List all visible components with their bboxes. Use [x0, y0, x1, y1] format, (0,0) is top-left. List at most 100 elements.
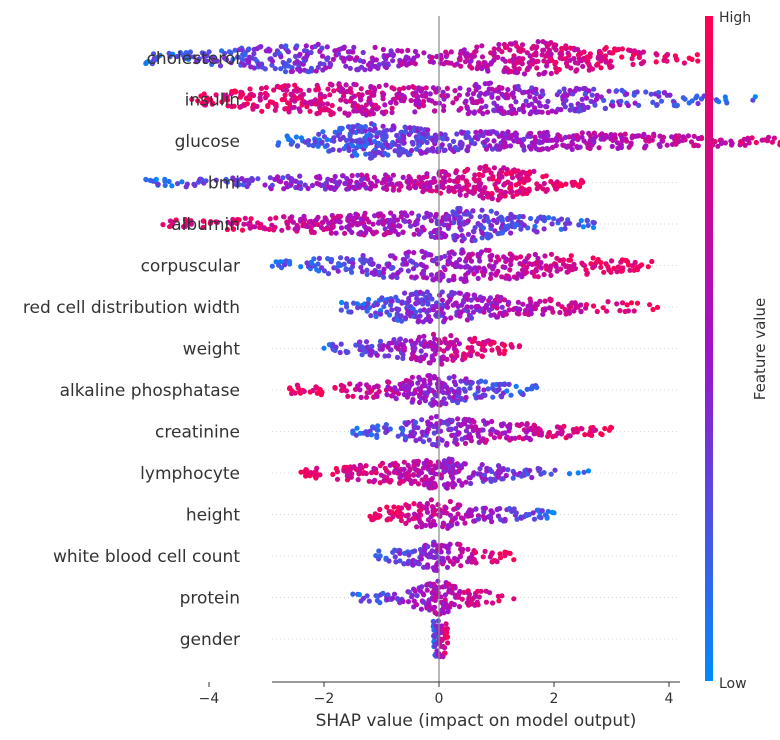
shap-point [289, 65, 295, 71]
shap-point [466, 591, 473, 597]
shap-point [250, 106, 256, 112]
shap-point [401, 466, 407, 472]
shap-point [561, 86, 567, 92]
shap-point [398, 267, 404, 273]
shap-point [515, 299, 521, 305]
shap-point [343, 82, 349, 88]
shap-point [443, 505, 449, 511]
shap-point [479, 54, 486, 60]
shap-point [459, 142, 465, 148]
shap-point [647, 302, 653, 308]
shap-point [457, 502, 463, 508]
shap-point [454, 521, 460, 527]
shap-point [381, 266, 387, 272]
shap-point [398, 183, 404, 189]
shap-point [273, 104, 279, 110]
shap-point [369, 432, 375, 438]
shap-point [415, 425, 421, 431]
shap-point [400, 352, 406, 358]
shap-point [457, 554, 463, 560]
shap-point [406, 219, 412, 225]
shap-point [742, 142, 748, 148]
shap-point [420, 439, 427, 445]
shap-point [435, 578, 441, 584]
shap-point [378, 311, 384, 317]
shap-point [439, 289, 445, 295]
shap-point [612, 135, 619, 141]
shap-point [269, 62, 275, 68]
shap-point [153, 176, 159, 182]
shap-point [421, 333, 427, 339]
shap-point [504, 388, 510, 394]
shap-point [343, 388, 350, 394]
shap-point [544, 515, 550, 521]
shap-point [377, 553, 383, 559]
shap-point [411, 472, 417, 478]
shap-point [302, 182, 308, 188]
shap-point [413, 419, 419, 426]
shap-point [267, 175, 273, 181]
shap-point [563, 45, 569, 52]
shap-point [475, 275, 481, 281]
shap-point [548, 251, 555, 257]
shap-point [302, 100, 308, 106]
feature-label: protein [180, 589, 240, 609]
shap-point [210, 100, 216, 106]
shap-point [412, 345, 418, 351]
feature-label: glucose [175, 132, 240, 152]
shap-point [428, 212, 434, 218]
shap-point [624, 138, 630, 144]
shap-point [535, 274, 541, 280]
shap-point [397, 223, 403, 229]
shap-point [552, 467, 558, 473]
shap-point [321, 345, 327, 351]
shap-point [395, 391, 402, 397]
shap-point [545, 110, 551, 116]
shap-point [278, 43, 284, 50]
x-tick-label: 2 [550, 691, 559, 707]
shap-point [376, 548, 382, 554]
shap-point [613, 88, 620, 94]
shap-point [689, 56, 695, 63]
shap-point [496, 350, 503, 356]
shap-point [463, 192, 469, 198]
shap-point [414, 524, 420, 530]
shap-point [209, 61, 215, 67]
shap-point [604, 308, 610, 314]
shap-point [385, 62, 391, 68]
shap-point [246, 181, 252, 187]
shap-point [602, 105, 609, 111]
shap-point [302, 217, 308, 223]
shap-point [548, 272, 554, 278]
shap-point [408, 97, 414, 104]
shap-point [471, 53, 477, 59]
shap-point [643, 143, 649, 149]
shap-point [341, 44, 347, 50]
shap-point [374, 178, 380, 184]
shap-point [297, 173, 303, 179]
shap-point [489, 191, 495, 197]
shap-point [454, 441, 460, 447]
shap-point [392, 141, 398, 147]
shap-point [328, 62, 334, 68]
shap-point [699, 135, 705, 142]
shap-point [254, 103, 260, 109]
shap-point [520, 391, 526, 398]
shap-point [553, 59, 559, 65]
shap-point [385, 152, 391, 158]
shap-point [343, 266, 349, 272]
shap-point [377, 513, 383, 519]
shap-point [558, 266, 564, 272]
shap-point [559, 45, 565, 52]
shap-point [544, 104, 550, 110]
shap-point [523, 269, 530, 275]
shap-point [649, 258, 655, 265]
shap-point [535, 39, 541, 45]
shap-point [513, 110, 519, 116]
shap-point [566, 134, 572, 140]
shap-point [340, 173, 346, 179]
shap-point [440, 185, 446, 191]
shap-point [508, 230, 514, 236]
shap-point [459, 596, 465, 602]
shap-point [239, 227, 246, 233]
